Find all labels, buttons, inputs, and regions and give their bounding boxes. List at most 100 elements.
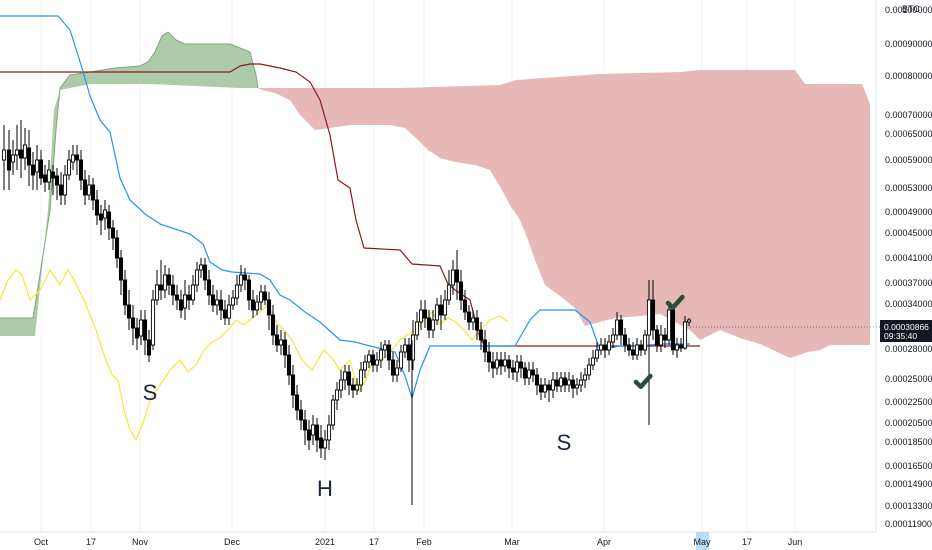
candle-body-61: [246, 279, 252, 301]
candle-body-124: [498, 359, 504, 367]
y-tick-label: 0.00013300: [885, 501, 932, 511]
candle-body-170: [682, 321, 688, 349]
candle-body-113: [454, 269, 460, 283]
candle-body-106: [426, 317, 432, 331]
candle-body-122: [490, 361, 496, 369]
candle-body-41: [166, 274, 172, 286]
candle-body-100: [402, 344, 408, 353]
candle-body-27: [110, 227, 116, 239]
tenkan-line: [0, 15, 690, 401]
candle-body-138: [554, 379, 560, 387]
candle-body-120: [482, 339, 488, 353]
candle-body-22: [90, 184, 96, 201]
candle-body-101: [406, 344, 412, 361]
candle-body-78: [314, 424, 320, 441]
candle-body-80: [322, 439, 328, 449]
candle-body-163: [654, 329, 660, 346]
candle-body-55: [222, 309, 228, 319]
candle-body-87: [350, 384, 356, 391]
candle-body-63: [254, 301, 260, 311]
y-tick-label: 0.00034000: [885, 299, 932, 309]
candle-body-28: [114, 237, 120, 259]
candle-body-140: [562, 377, 568, 386]
candle-body-118: [474, 317, 480, 331]
y-tick-label: 0.00045000: [885, 228, 932, 238]
candle-body-96: [386, 344, 392, 361]
x-tick-label: 2021: [315, 537, 335, 547]
candle-body-54: [218, 299, 224, 311]
y-tick-label: 0.00059000: [885, 155, 932, 165]
y-tick-label: 0.00028000: [885, 344, 932, 354]
senkou-a-line: [0, 31, 259, 319]
candle-body-44: [178, 299, 184, 311]
candle-body-143: [574, 384, 580, 389]
candle-body-162: [650, 299, 656, 331]
candle-body-128: [514, 361, 520, 373]
candle-body-94: [378, 349, 384, 361]
candle-body-0: [1, 149, 7, 161]
candle-body-30: [122, 279, 128, 306]
candle-body-62: [250, 299, 256, 311]
candle-body-134: [538, 384, 544, 393]
candle-body-19: [78, 159, 84, 181]
candle-body-141: [566, 379, 572, 386]
candle-body-125: [502, 359, 508, 367]
candle-body-1: [6, 149, 12, 171]
checkmark-icon-2: [665, 294, 685, 311]
candle-body-65: [262, 291, 268, 301]
candle-body-75: [302, 419, 308, 431]
candle-body-111: [446, 284, 452, 301]
annotation-0: S: [143, 380, 158, 405]
candle-body-165: [662, 334, 668, 341]
candle-body-144: [578, 379, 584, 386]
candle-body-45: [182, 294, 188, 309]
x-tick-label: May: [693, 537, 711, 547]
candle-body-114: [458, 281, 464, 301]
x-tick-label: 17: [86, 537, 96, 547]
candle-body-18: [74, 154, 80, 161]
candle-body-159: [638, 344, 644, 351]
candle-body-5: [22, 144, 28, 159]
candle-body-16: [66, 159, 72, 176]
annotation-2: S: [557, 430, 572, 455]
x-tick-label: Feb: [416, 537, 432, 547]
candle-body-139: [558, 377, 564, 387]
candle-body-7: [30, 164, 36, 176]
candle-body-58: [234, 284, 240, 299]
candle-body-112: [450, 269, 456, 286]
currency-label: BTC: [902, 4, 921, 14]
x-tick-label: Mar: [504, 537, 520, 547]
candle-body-39: [158, 284, 164, 291]
current-price-countdown: 09:35:40: [884, 331, 917, 341]
candle-body-46: [186, 294, 192, 301]
candle-body-2: [10, 154, 16, 163]
candle-body-91: [366, 354, 372, 363]
candle-body-93: [374, 359, 380, 366]
candle-body-153: [614, 319, 620, 336]
candle-body-43: [174, 294, 180, 301]
checkmark-icon: [633, 373, 653, 390]
candle-body-59: [238, 274, 244, 286]
candle-body-4: [18, 149, 24, 159]
candle-body-108: [434, 304, 440, 321]
candle-body-137: [550, 379, 556, 391]
candle-body-154: [618, 319, 624, 336]
candle-body-37: [150, 299, 156, 346]
current-price-label: 0.00030866: [884, 322, 929, 332]
candle-body-156: [626, 344, 632, 351]
candle-body-161: [646, 299, 652, 336]
y-tick-label: 0.00037000: [885, 278, 932, 288]
y-tick-label: 0.00053000: [885, 183, 932, 193]
candle-body-51: [206, 279, 212, 296]
candle-body-99: [398, 351, 404, 369]
x-tick-label: Jun: [788, 537, 803, 547]
candle-body-160: [642, 334, 648, 351]
candle-body-83: [334, 389, 340, 401]
y-tick-label: 0.00016500: [885, 461, 932, 471]
candle-body-53: [214, 299, 220, 306]
x-tick-highlight: [696, 532, 709, 550]
candle-body-136: [546, 384, 552, 391]
candle-body-90: [362, 361, 368, 371]
candle-body-155: [622, 334, 628, 346]
